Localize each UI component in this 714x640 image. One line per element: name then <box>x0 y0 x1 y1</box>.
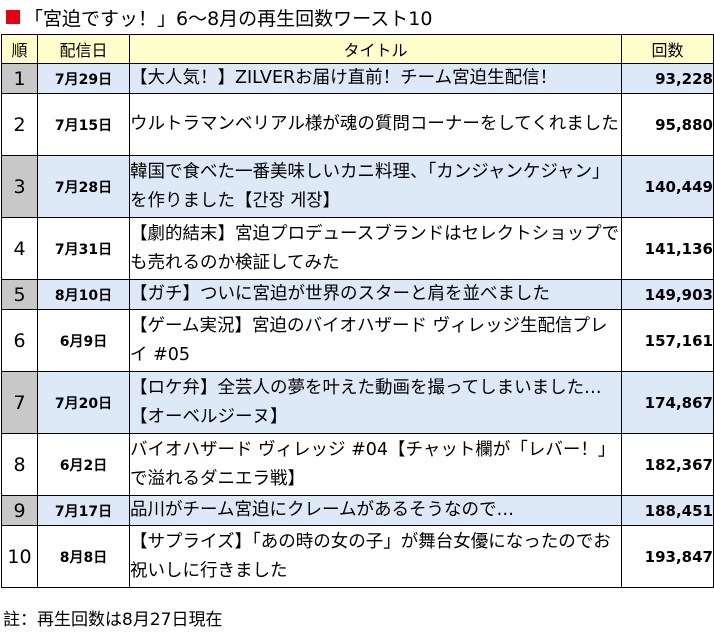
column-header-title: タイトル <box>129 34 622 64</box>
views-cell: 95,880 <box>621 93 714 156</box>
title-cell: 【ロケ弁】全芸人の夢を叶えた動画を撮ってしまいました…【オーベルジーヌ】 <box>129 371 622 434</box>
rank-cell: 7 <box>1 371 38 434</box>
views-cell: 149,903 <box>621 279 714 310</box>
date-cell: 8月10日 <box>37 279 130 310</box>
column-header-date: 配信日 <box>37 34 130 64</box>
date-cell: 6月2日 <box>37 433 130 496</box>
title-cell: 【大人気！】ZILVERお届け直前！チーム宮迫生配信！ <box>129 63 622 94</box>
rank-cell: 6 <box>1 309 38 372</box>
title-cell: バイオハザード ヴィレッジ #04【チャット欄が「レバー！」で溢れるダニエラ戦】 <box>129 433 622 496</box>
ranking-table: 順 配信日 タイトル 回数 1 7月29日 【大人気！】ZILVERお届け直前！… <box>1 34 714 588</box>
views-cell: 193,847 <box>621 525 714 588</box>
table-row: 5 8月10日 【ガチ】ついに宮迫が世界のスターと肩を並べました 149,903 <box>1 279 714 310</box>
title-cell: 【劇的結末】宮迫プロデュースブランドはセレクトショップでも売れるのか検証してみた <box>129 217 622 280</box>
table-header-row: 順 配信日 タイトル 回数 <box>1 34 714 64</box>
rank-cell: 10 <box>1 525 38 588</box>
date-cell: 7月28日 <box>37 155 130 218</box>
table-row: 10 8月8日 【サプライズ】「あの時の女の子」が舞台女優になったのでお祝いしに… <box>1 525 714 588</box>
views-cell: 140,449 <box>621 155 714 218</box>
date-cell: 7月17日 <box>37 495 130 526</box>
views-cell: 182,367 <box>621 433 714 496</box>
rank-cell: 2 <box>1 93 38 156</box>
column-header-rank: 順 <box>1 34 38 64</box>
table-row: 7 7月20日 【ロケ弁】全芸人の夢を叶えた動画を撮ってしまいました…【オーベル… <box>1 371 714 434</box>
rank-cell: 8 <box>1 433 38 496</box>
title-cell: 【ガチ】ついに宮迫が世界のスターと肩を並べました <box>129 279 622 310</box>
table-row: 8 6月2日 バイオハザード ヴィレッジ #04【チャット欄が「レバー！」で溢れ… <box>1 433 714 496</box>
table-row: 3 7月28日 韓国で食べた一番美味しいカニ料理、「カンジャンケジャン」を作りま… <box>1 155 714 218</box>
rank-cell: 9 <box>1 495 38 526</box>
table-row: 4 7月31日 【劇的結末】宮迫プロデュースブランドはセレクトショップでも売れる… <box>1 217 714 280</box>
footnote: 註：再生回数は8月27日現在 <box>3 610 223 630</box>
date-cell: 7月15日 <box>37 93 130 156</box>
views-cell: 93,228 <box>621 63 714 94</box>
views-cell: 157,161 <box>621 309 714 372</box>
date-cell: 7月31日 <box>37 217 130 280</box>
table-row: 6 6月9日 【ゲーム実況】宮迫のバイオハザード ヴィレッジ生配信プレイ #05… <box>1 309 714 372</box>
table-row: 2 7月15日 ウルトラマンベリアル様が魂の質問コーナーをしてくれました 95,… <box>1 93 714 156</box>
title-cell: 【サプライズ】「あの時の女の子」が舞台女優になったのでお祝いしに行きました <box>129 525 622 588</box>
date-cell: 7月29日 <box>37 63 130 94</box>
table-row: 1 7月29日 【大人気！】ZILVERお届け直前！チーム宮迫生配信！ 93,2… <box>1 63 714 94</box>
table-row: 9 7月17日 品川がチーム宮迫にクレームがあるそうなので… 188,451 <box>1 495 714 526</box>
rank-cell: 3 <box>1 155 38 218</box>
page-title: 「宮迫ですッ！」6〜8月の再生回数ワースト10 <box>24 7 433 30</box>
red-square-icon <box>6 10 20 24</box>
title-cell: ウルトラマンベリアル様が魂の質問コーナーをしてくれました <box>129 93 622 156</box>
date-cell: 7月20日 <box>37 371 130 434</box>
date-cell: 8月8日 <box>37 525 130 588</box>
views-cell: 174,867 <box>621 371 714 434</box>
rank-cell: 1 <box>1 63 38 94</box>
title-cell: 【ゲーム実況】宮迫のバイオハザード ヴィレッジ生配信プレイ #05 <box>129 309 622 372</box>
title-bar: 「宮迫ですッ！」6〜8月の再生回数ワースト10 <box>0 0 714 34</box>
views-cell: 141,136 <box>621 217 714 280</box>
rank-cell: 4 <box>1 217 38 280</box>
title-cell: 品川がチーム宮迫にクレームがあるそうなので… <box>129 495 622 526</box>
rank-cell: 5 <box>1 279 38 310</box>
title-cell: 韓国で食べた一番美味しいカニ料理、「カンジャンケジャン」を作りました【간장 게장… <box>129 155 622 218</box>
column-header-views: 回数 <box>621 34 714 64</box>
date-cell: 6月9日 <box>37 309 130 372</box>
views-cell: 188,451 <box>621 495 714 526</box>
